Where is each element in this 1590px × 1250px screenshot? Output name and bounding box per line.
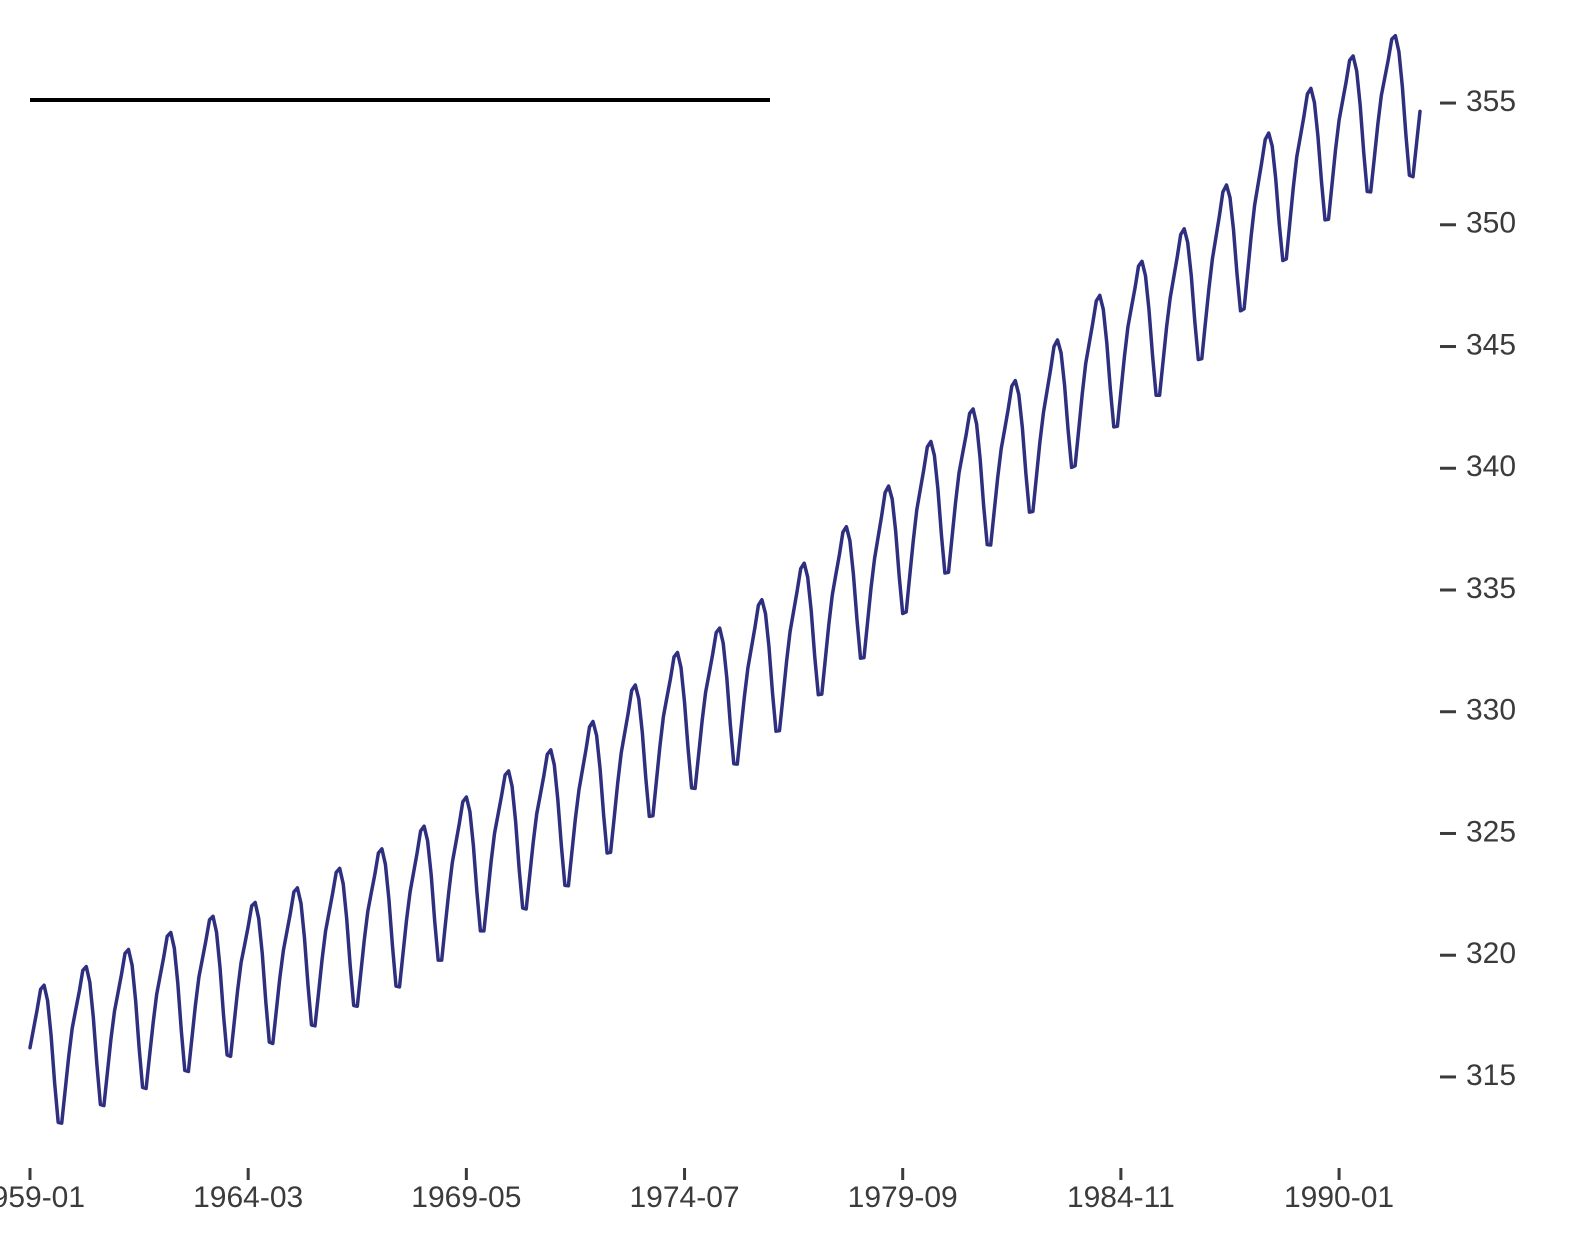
x-tick-label: 1964-03 xyxy=(193,1181,303,1214)
chart-svg: 315 320 325 330 335 340 345 350 355 1959-01 1964-0… xyxy=(0,0,1590,1250)
y-tick-label: 325 xyxy=(1466,815,1516,848)
x-tick-label: 1969-05 xyxy=(411,1181,521,1214)
y-tick-label: 340 xyxy=(1466,450,1516,483)
y-tick-label: 330 xyxy=(1466,694,1516,727)
x-tick-label: 1974-07 xyxy=(629,1181,739,1214)
x-tick-label: 1984-11 xyxy=(1067,1181,1175,1214)
x-tick-label: 1979-09 xyxy=(848,1181,958,1214)
x-tick-label: 1990-01 xyxy=(1284,1181,1394,1214)
y-tick-label: 345 xyxy=(1466,328,1516,361)
y-tick-label: 315 xyxy=(1466,1059,1516,1092)
y-tick-label: 320 xyxy=(1466,937,1516,970)
x-tick-label: 1959-01 xyxy=(0,1181,85,1214)
co2-timeseries-chart: 315 320 325 330 335 340 345 350 355 1959-01 1964-0… xyxy=(0,0,1590,1250)
y-tick-label: 350 xyxy=(1466,207,1516,240)
y-tick-label: 335 xyxy=(1466,572,1516,605)
y-tick-label: 355 xyxy=(1466,85,1516,118)
